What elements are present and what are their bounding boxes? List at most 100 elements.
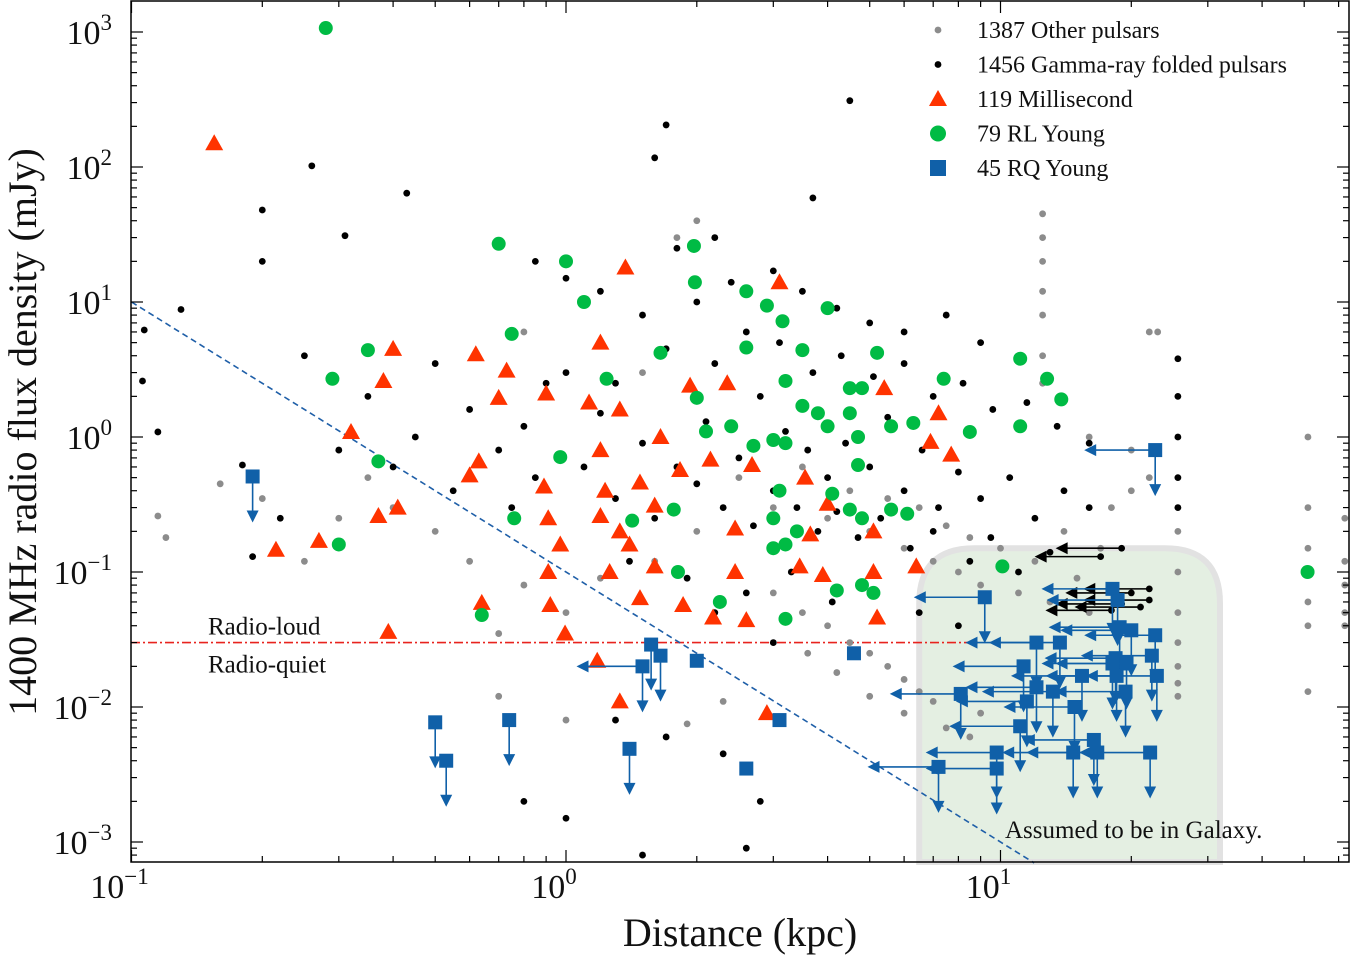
data-point [645, 496, 664, 513]
data-point [308, 162, 316, 170]
data-point [562, 369, 570, 376]
data-point [743, 456, 762, 473]
data-point [1013, 419, 1028, 434]
data-point [541, 595, 560, 612]
data-point [591, 506, 610, 523]
data-point [258, 257, 266, 265]
data-point [1039, 287, 1047, 295]
arrowhead-left-icon [1060, 624, 1073, 637]
series-0 [154, 210, 1349, 741]
data-point [750, 522, 757, 530]
data-point [673, 244, 681, 252]
legend-label: 79 RL Young [977, 122, 1105, 148]
data-point [562, 609, 570, 617]
data-point [915, 504, 923, 511]
data-point [239, 461, 246, 469]
data-point [739, 340, 754, 355]
data-point [635, 659, 650, 674]
data-point [846, 646, 861, 661]
data-point [814, 527, 822, 535]
data-point [1109, 668, 1124, 683]
tick-base: 10 [67, 15, 101, 52]
tick-base: 10 [54, 555, 88, 592]
data-point [428, 715, 443, 730]
data-point [466, 406, 474, 413]
data-point [1143, 745, 1158, 760]
arrowhead-left-icon [1045, 669, 1058, 682]
data-point [325, 371, 340, 386]
data-point [266, 540, 285, 557]
arrowhead-left-icon [1002, 746, 1015, 759]
data-point [1085, 504, 1093, 511]
data-point [371, 454, 386, 469]
data-point [507, 511, 522, 526]
data-point [653, 648, 668, 663]
data-point [1040, 371, 1055, 386]
data-point [1016, 659, 1031, 674]
data-point [431, 527, 439, 535]
data-point [466, 557, 474, 565]
data-point [1031, 514, 1039, 522]
data-point [907, 557, 926, 574]
data-point [977, 339, 985, 347]
arrowhead-down-icon [932, 800, 945, 813]
data-point [868, 608, 887, 625]
arrowhead-down-icon [246, 510, 259, 523]
data-point [520, 797, 528, 805]
data-point [875, 379, 894, 396]
data-point [681, 376, 700, 393]
data-point [520, 422, 528, 430]
data-point [639, 311, 646, 319]
arrowhead-down-icon [1150, 709, 1163, 722]
data-point [711, 234, 719, 241]
data-point [1060, 487, 1068, 495]
data-point [866, 463, 874, 471]
arrowhead-left-icon [965, 681, 978, 694]
data-point [846, 97, 854, 105]
data-point [789, 524, 804, 539]
y-tick-label: 103 [67, 10, 113, 52]
data-point [597, 287, 604, 295]
arrowhead-left-icon [949, 720, 962, 733]
data-point [884, 662, 892, 670]
data-point [466, 345, 485, 362]
arrowhead-left-icon [1034, 550, 1047, 563]
data-point [1174, 568, 1182, 576]
arrowhead-left-icon [1079, 746, 1092, 759]
data-point [403, 189, 411, 197]
legend-label: 1387 Other pulsars [977, 18, 1160, 44]
arrowhead-down-icon [1014, 760, 1027, 773]
arrowhead-down-icon [1110, 709, 1123, 722]
y-tick-label: 10−2 [54, 685, 112, 727]
data-point [778, 537, 793, 552]
data-point [1046, 548, 1054, 556]
data-point [884, 413, 892, 421]
data-point [704, 608, 723, 625]
arrowhead-down-icon [1030, 721, 1043, 734]
arrowhead-left-icon [1055, 542, 1068, 555]
x-tick-label: 101 [966, 864, 1012, 906]
data-point [798, 609, 806, 617]
data-point [724, 419, 739, 434]
arrowhead-left-icon [1044, 652, 1057, 665]
data-point [341, 422, 360, 439]
data-point [1053, 422, 1061, 430]
data-point [870, 345, 885, 360]
arrowhead-left-icon [1054, 685, 1067, 698]
data-point [1019, 694, 1034, 709]
x-tick-label: 100 [531, 864, 577, 906]
data-point [258, 495, 266, 502]
data-point [1145, 474, 1153, 482]
data-point [900, 544, 908, 552]
data-point [699, 424, 714, 439]
data-point [666, 502, 681, 517]
legend-label: 45 RQ Young [977, 156, 1108, 182]
arrowhead-down-icon [636, 700, 649, 713]
data-point [651, 514, 659, 522]
data-point [472, 593, 491, 610]
data-point [769, 589, 777, 597]
data-point [825, 486, 840, 501]
data-point [531, 474, 539, 482]
data-point [520, 328, 528, 336]
